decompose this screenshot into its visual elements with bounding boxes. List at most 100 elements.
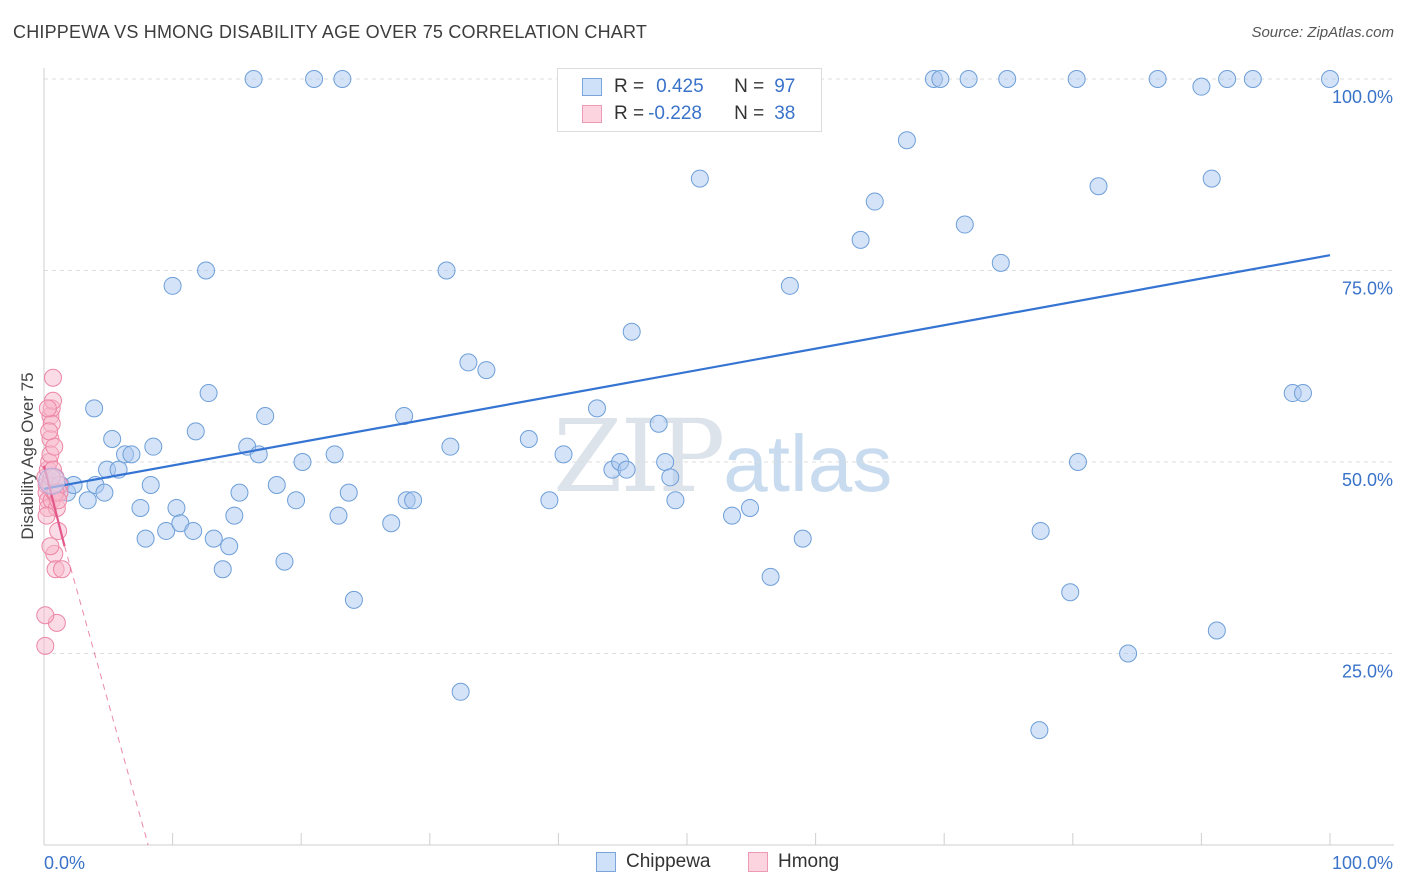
point-hmong <box>36 606 55 625</box>
legend-item-hmong[interactable]: Hmong <box>748 851 839 873</box>
point-hmong <box>37 506 56 525</box>
point-chippewa <box>587 399 606 418</box>
point-chippewa <box>519 430 538 449</box>
point-chippewa <box>1321 70 1339 88</box>
point-chippewa <box>213 560 232 579</box>
point-chippewa <box>780 276 799 295</box>
point-chippewa <box>95 483 114 502</box>
point-hmong <box>36 636 55 655</box>
point-chippewa <box>959 70 978 88</box>
stats-box: R = 0.425 N = 97 R = -0.228 N = 38 <box>557 68 822 132</box>
point-chippewa <box>404 491 423 510</box>
point-chippewa <box>437 261 456 280</box>
point-chippewa <box>275 552 294 571</box>
point-hmong <box>40 422 59 441</box>
legend-item-chippewa[interactable]: Chippewa <box>596 851 711 873</box>
point-chippewa <box>1030 721 1049 740</box>
point-chippewa <box>991 253 1010 272</box>
point-chippewa <box>459 353 478 372</box>
point-chippewa <box>144 437 163 456</box>
point-chippewa <box>287 491 306 510</box>
y-tick-label: 25.0% <box>1342 662 1393 682</box>
point-hmong <box>44 368 63 387</box>
point-chippewa <box>761 567 780 586</box>
point-chippewa <box>199 384 218 403</box>
source-label: Source: ZipAtlas.com <box>1251 24 1394 41</box>
point-chippewa <box>622 322 641 341</box>
point-chippewa <box>649 414 668 433</box>
point-hmong <box>38 399 57 418</box>
point-chippewa <box>1089 177 1108 196</box>
point-chippewa <box>723 506 742 525</box>
point-chippewa <box>244 70 263 88</box>
point-chippewa <box>897 131 916 150</box>
point-chippewa <box>186 422 205 441</box>
y-tick-label: 75.0% <box>1342 279 1393 299</box>
legend-swatch-hmong <box>748 852 768 872</box>
stats-swatch-hmong <box>582 105 602 123</box>
point-chippewa <box>661 468 680 487</box>
point-chippewa <box>793 529 812 548</box>
point-chippewa <box>256 407 275 426</box>
point-chippewa <box>1068 453 1087 471</box>
point-chippewa <box>477 361 496 380</box>
stats-n-label: N = <box>734 76 765 97</box>
point-chippewa <box>865 192 884 211</box>
point-hmong <box>45 437 64 456</box>
point-chippewa <box>85 399 104 418</box>
point-cluster-overlap <box>38 467 66 495</box>
point-chippewa <box>136 529 155 548</box>
point-chippewa <box>122 445 141 464</box>
point-chippewa <box>851 230 870 249</box>
point-chippewa <box>141 475 160 494</box>
point-chippewa <box>617 460 636 479</box>
point-chippewa <box>167 498 186 517</box>
point-chippewa <box>666 491 685 510</box>
stats-r-value: 0.425 <box>656 76 704 97</box>
point-chippewa <box>451 682 470 701</box>
y-tick-label: 100.0% <box>1332 87 1393 107</box>
point-chippewa <box>339 483 358 502</box>
point-chippewa <box>197 261 216 280</box>
point-chippewa <box>1192 77 1211 96</box>
point-chippewa <box>395 407 414 426</box>
point-chippewa <box>225 506 244 525</box>
point-chippewa <box>690 169 709 188</box>
stats-row-chippewa: R = 0.425 N = 97 <box>582 75 795 99</box>
point-chippewa <box>220 537 239 556</box>
point-chippewa <box>1243 70 1262 88</box>
point-chippewa <box>1119 644 1138 663</box>
point-chippewa <box>656 453 675 471</box>
chart-title: CHIPPEWA VS HMONG DISABILITY AGE OVER 75… <box>13 22 648 42</box>
point-chippewa <box>382 514 401 533</box>
x-tick-label: 100.0% <box>1332 853 1393 873</box>
point-chippewa <box>540 491 559 510</box>
point-chippewa <box>267 475 286 494</box>
point-chippewa <box>1148 70 1167 88</box>
legend-label-hmong: Hmong <box>778 851 840 872</box>
x-tick-label: 0.0% <box>44 853 85 873</box>
point-chippewa <box>305 70 324 88</box>
point-chippewa <box>931 70 950 88</box>
point-chippewa <box>157 521 176 540</box>
point-hmong <box>41 537 60 556</box>
stats-row-hmong: R = -0.228 N = 38 <box>582 102 795 126</box>
point-chippewa <box>955 215 974 234</box>
point-chippewa <box>1218 70 1237 88</box>
stats-n-value: 97 <box>774 76 796 97</box>
point-chippewa <box>329 506 348 525</box>
trendline-chippewa <box>43 254 1331 490</box>
point-chippewa <box>1207 621 1226 640</box>
point-chippewa <box>1202 169 1221 188</box>
point-chippewa <box>554 445 573 464</box>
y-tick-label: 50.0% <box>1342 470 1393 490</box>
point-chippewa <box>293 453 312 471</box>
point-chippewa <box>204 529 223 548</box>
trendline-hmong-extension <box>64 546 149 846</box>
point-chippewa <box>1061 583 1080 602</box>
point-chippewa <box>78 491 97 510</box>
point-chippewa <box>230 483 249 502</box>
point-chippewa <box>325 445 344 464</box>
point-chippewa <box>344 590 363 609</box>
